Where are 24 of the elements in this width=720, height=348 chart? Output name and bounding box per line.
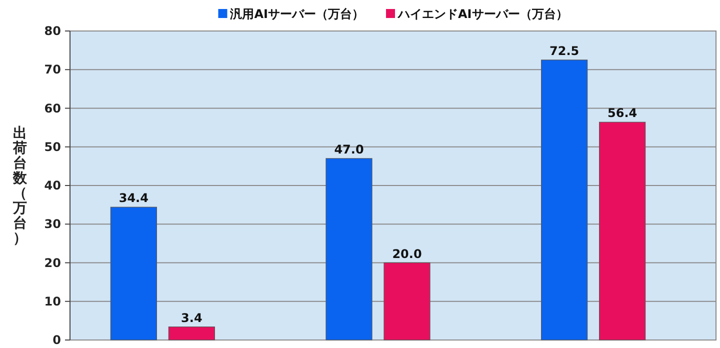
bar bbox=[599, 122, 646, 340]
y-tick-label: 40 bbox=[44, 178, 61, 192]
legend-label: ハイエンドAIサーバー（万台） bbox=[397, 7, 568, 21]
data-label: 34.4 bbox=[118, 191, 148, 206]
data-label: 56.4 bbox=[608, 106, 638, 120]
y-tick-label: 20 bbox=[44, 256, 61, 270]
y-axis-title: 出荷台数（万台） bbox=[12, 126, 28, 246]
y-tick-label: 0 bbox=[52, 333, 61, 347]
bar bbox=[110, 206, 157, 340]
data-label: 72.5 bbox=[550, 44, 580, 58]
y-tick-label: 80 bbox=[44, 24, 61, 38]
y-tick-label: 60 bbox=[44, 101, 61, 116]
bar bbox=[168, 326, 215, 340]
bar bbox=[326, 158, 372, 340]
data-label: 3.4 bbox=[181, 310, 202, 325]
data-label: 47.0 bbox=[334, 142, 364, 156]
y-tick-label: 70 bbox=[44, 62, 61, 77]
bar bbox=[541, 60, 588, 340]
legend-label: 汎用AIサーバー（万台） bbox=[229, 7, 364, 21]
y-tick-label: 10 bbox=[44, 294, 61, 308]
bar bbox=[384, 262, 430, 340]
y-tick-label: 30 bbox=[44, 217, 61, 232]
data-label: 20.0 bbox=[392, 246, 422, 261]
y-tick-label: 50 bbox=[44, 140, 61, 154]
